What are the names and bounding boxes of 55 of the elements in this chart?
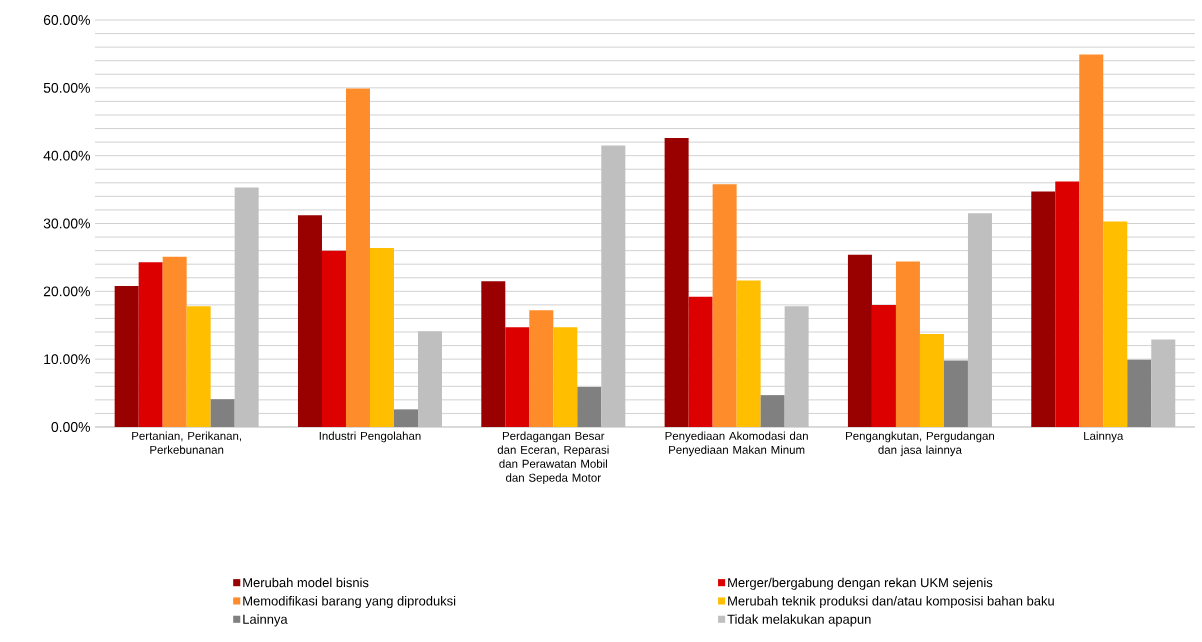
y-tick-label: 30.00% <box>43 218 90 229</box>
bar <box>664 138 689 427</box>
x-tick-label: Perdagangan Besar dan Eceran, Reparasi dan Perawatan Mobil dan Sepeda Motor <box>497 431 609 485</box>
x-tick-label: Industri Pengolahan <box>319 431 421 443</box>
bar <box>1055 181 1080 427</box>
y-tick-label: 50.00% <box>43 82 90 93</box>
bar <box>138 262 163 427</box>
bar <box>297 215 322 427</box>
bar <box>553 327 578 427</box>
bar <box>736 280 761 427</box>
bar <box>505 327 530 427</box>
bar <box>871 304 896 427</box>
bar <box>186 306 211 427</box>
bar <box>1151 339 1176 427</box>
bar <box>712 184 737 427</box>
bar <box>1031 191 1056 427</box>
legend-label: Tidak melakukan apapun <box>727 614 871 627</box>
bar <box>393 409 418 427</box>
bar <box>1127 359 1152 427</box>
bar <box>369 247 394 427</box>
bar <box>919 334 944 427</box>
y-tick-label: 60.00% <box>43 15 90 25</box>
bar <box>688 296 713 427</box>
legend-label: Lainnya <box>243 614 288 627</box>
bar <box>321 250 346 427</box>
y-tick-label: 0.00% <box>51 422 90 432</box>
bar <box>529 310 554 427</box>
y-tick-label: 40.00% <box>43 150 90 161</box>
bar <box>345 88 370 427</box>
legend-label: Merubah model bisnis <box>243 577 369 588</box>
bar <box>1079 54 1104 427</box>
bar <box>967 213 992 427</box>
bar <box>210 399 235 427</box>
bar <box>114 285 139 427</box>
bar <box>784 306 809 427</box>
bar <box>601 145 626 427</box>
x-tick-label: Lainnya <box>1084 431 1124 443</box>
y-tick-label: 20.00% <box>43 286 90 297</box>
bar <box>481 281 506 427</box>
bar <box>943 360 968 427</box>
legend-label: Merger/bergabung dengan rekan UKM sejenis <box>728 577 993 590</box>
bar <box>895 261 920 427</box>
bar <box>234 187 259 427</box>
bar <box>577 386 602 427</box>
legend-label: Merubah teknik produksi dan/atau komposisi bahan baku <box>728 596 1054 609</box>
x-tick-label: Pengangkutan, Pergudangan dan jasa lainnya <box>846 431 995 457</box>
bar <box>760 395 785 427</box>
bar <box>1103 221 1128 427</box>
bar <box>162 256 187 427</box>
legend-label: Memodifikasi barang yang diproduksi <box>243 596 456 609</box>
x-tick-label: Pertanian, Perikanan, Perkebunanan <box>132 431 242 454</box>
bar <box>417 331 442 427</box>
bar <box>847 254 872 427</box>
y-tick-label: 10.00% <box>44 354 90 365</box>
x-tick-label: Penyediaan Akomodasi dan Penyediaan Makan Minum <box>665 431 808 457</box>
